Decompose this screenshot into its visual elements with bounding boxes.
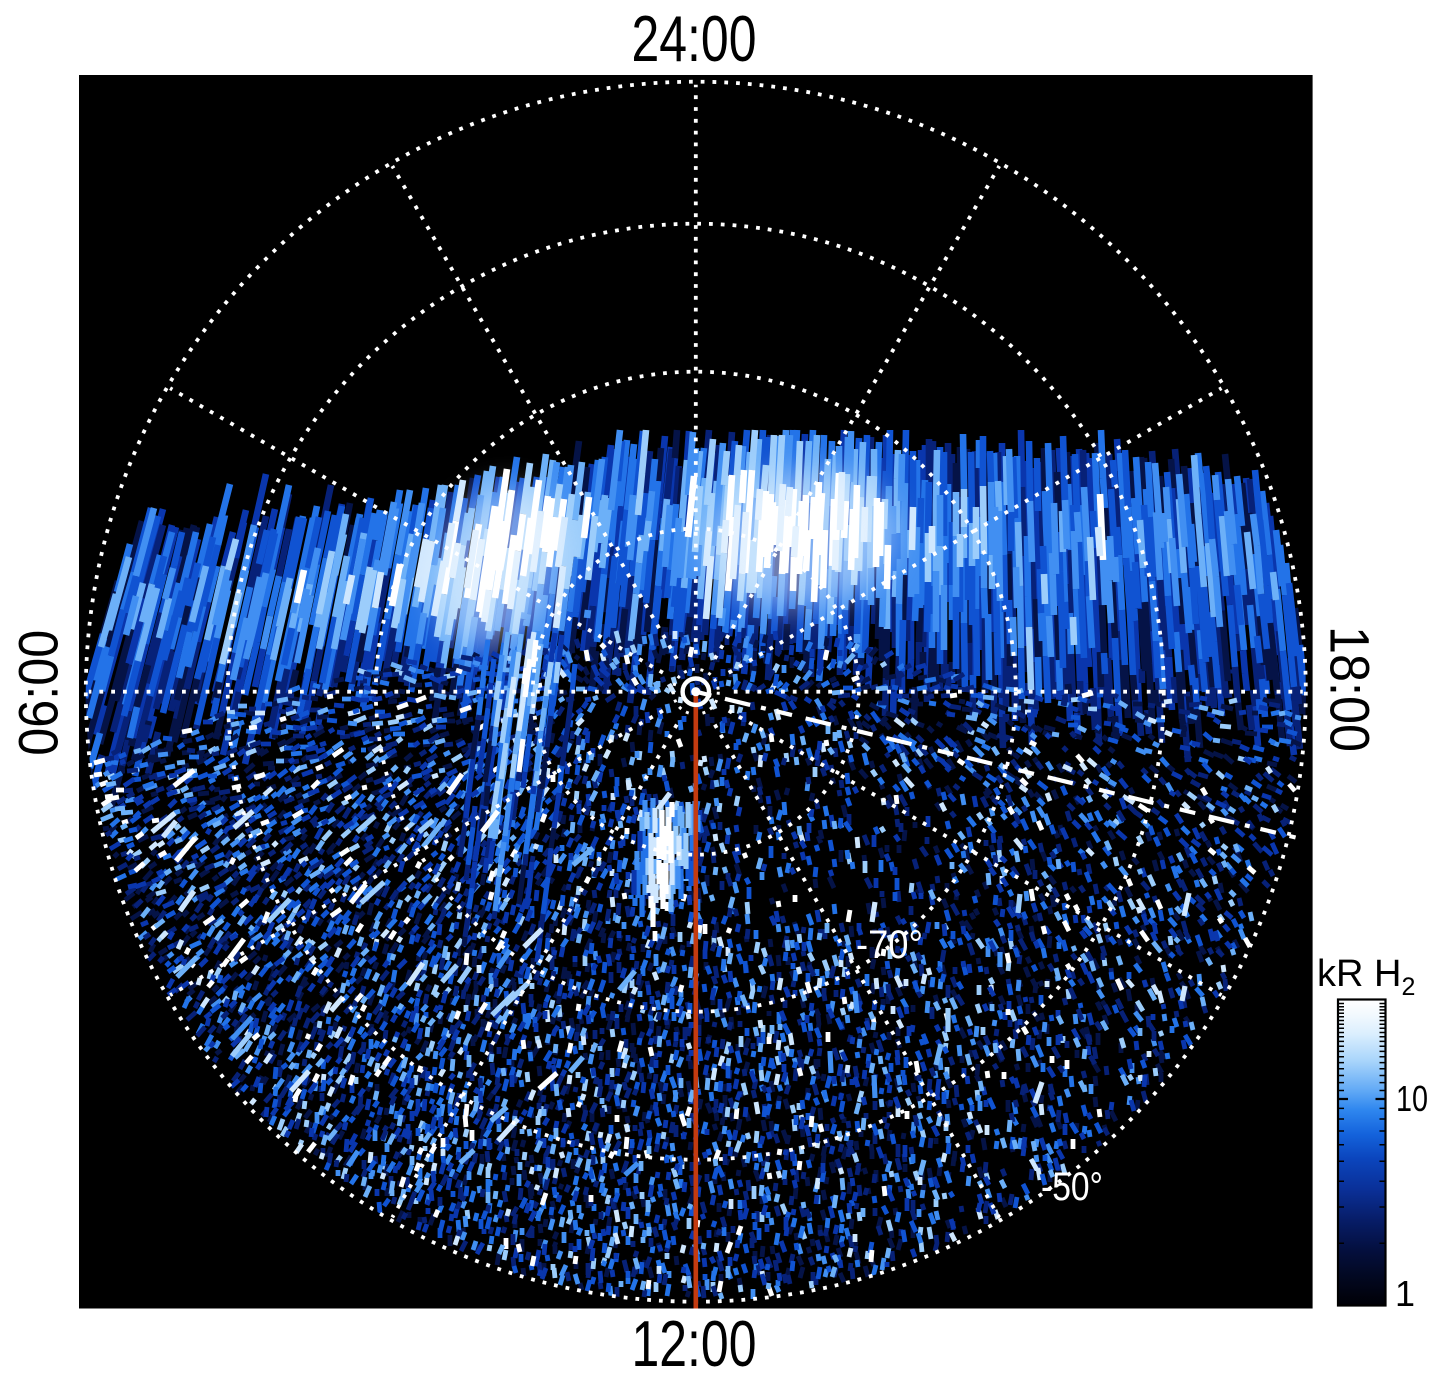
svg-text:24:00: 24:00 <box>632 2 757 75</box>
svg-text:kR H2: kR H2 <box>1317 953 1415 1001</box>
svg-text:18:00: 18:00 <box>1319 626 1382 752</box>
svg-text:1: 1 <box>1395 1273 1415 1314</box>
svg-text:-50°: -50° <box>1041 1165 1103 1209</box>
svg-text:-70°: -70° <box>856 923 923 967</box>
svg-text:12:00: 12:00 <box>632 1307 757 1380</box>
svg-text:10: 10 <box>1396 1078 1428 1119</box>
svg-text:06:00: 06:00 <box>7 630 70 756</box>
